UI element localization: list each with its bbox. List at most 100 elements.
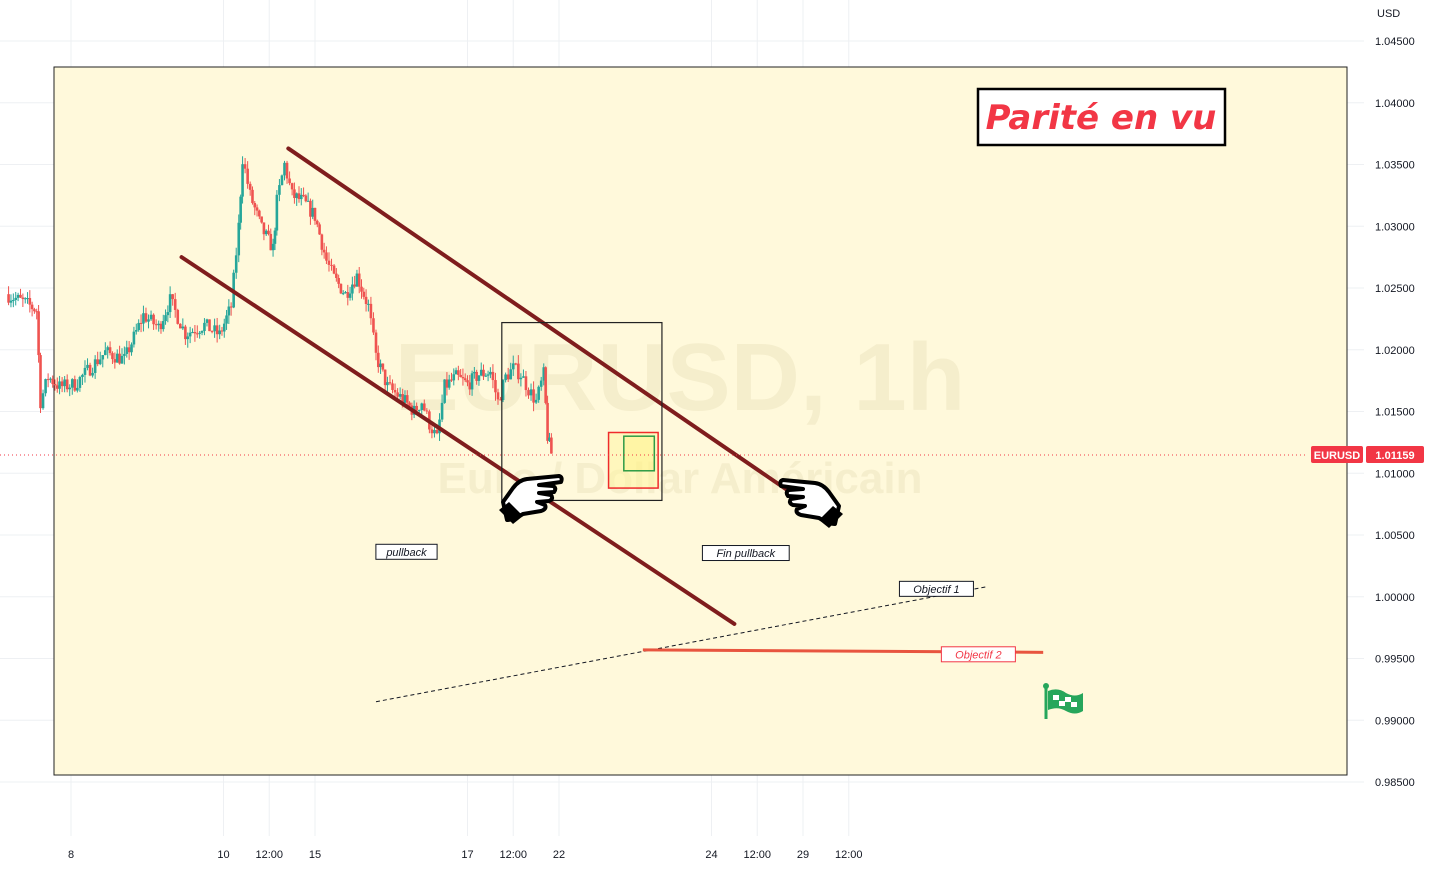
candle-body — [44, 379, 47, 394]
candle-body — [227, 306, 231, 316]
annotation-label: Objectif 2 — [940, 646, 1016, 663]
price-axis[interactable]: USD 1.04500 1.04000 1.03500 1.03000 1.02500 1… — [1375, 8, 1415, 789]
candle-body — [26, 298, 29, 300]
candle-body — [383, 369, 387, 386]
candle-body — [357, 273, 361, 287]
annotation-label-text: Objectif 2 — [955, 649, 1001, 661]
candle-body — [509, 369, 513, 380]
candle-body — [332, 265, 336, 274]
current-price-tag: 1.01159 — [1375, 450, 1414, 462]
candle-body — [157, 323, 160, 326]
candle-body — [152, 314, 155, 325]
candle-body — [388, 382, 392, 384]
candle-body — [70, 379, 74, 388]
candle-body — [459, 374, 462, 378]
time-axis[interactable]: 8 10 12:00 15 17 12:00 22 24 12:00 29 12:00 — [68, 849, 863, 861]
candle-body — [166, 312, 170, 316]
candle-body — [193, 331, 197, 334]
candle-body — [425, 410, 429, 412]
price-tick-label: 1.03000 — [1375, 221, 1415, 233]
candle-body — [137, 322, 140, 331]
candle-body — [33, 309, 36, 312]
annotation-label-box — [375, 543, 438, 560]
candle-body — [239, 196, 242, 223]
candle-body — [450, 379, 453, 381]
candle-body — [203, 322, 206, 332]
candle-body — [260, 216, 263, 223]
candle-body — [55, 385, 59, 389]
candle-body — [41, 393, 45, 409]
candle-body — [173, 299, 177, 310]
candle-body — [208, 319, 211, 332]
candle-body — [542, 367, 546, 381]
time-tick-label: 17 — [461, 849, 473, 861]
candle-body — [37, 311, 40, 356]
candle-body — [210, 331, 214, 333]
candle-body — [118, 353, 121, 364]
annotation-label-box — [898, 580, 974, 597]
symbol-tag: EURUSD — [1314, 450, 1361, 462]
annotation-label: Fin pullback — [701, 545, 790, 562]
candle-body — [443, 379, 446, 403]
candle-body — [16, 294, 20, 298]
candle-body — [494, 380, 497, 393]
candle-body — [106, 347, 109, 351]
candle-body — [401, 394, 404, 403]
candle-body — [12, 299, 15, 301]
candle-body — [339, 283, 343, 294]
candle-body — [93, 359, 97, 373]
candle-body — [374, 332, 378, 353]
candle-body — [318, 224, 321, 235]
candle-body — [337, 277, 340, 284]
candle-body — [88, 364, 92, 376]
candle-body — [83, 367, 87, 375]
candle-body — [422, 403, 426, 411]
candle-body — [123, 353, 126, 356]
candle-body — [403, 395, 407, 403]
candle-body — [120, 355, 124, 364]
annotation-label-box — [940, 646, 1016, 663]
candle-body — [198, 332, 201, 334]
candle-body — [302, 194, 305, 196]
candle-body — [104, 350, 107, 356]
candle-body — [417, 410, 421, 412]
candle-body — [435, 429, 439, 434]
candle-body — [379, 363, 382, 368]
candle-body — [186, 336, 190, 340]
candle-body — [159, 323, 163, 330]
price-tick-label: 0.99000 — [1375, 715, 1415, 727]
candle-body — [251, 189, 254, 204]
candle-body — [278, 185, 281, 195]
candle-body — [304, 195, 308, 202]
chart-title: Parité en vu — [986, 98, 1217, 138]
candle-body — [271, 243, 275, 251]
candle-body — [195, 333, 199, 335]
candle-body — [178, 323, 182, 329]
time-tick-label: 29 — [797, 849, 809, 861]
candle-body — [267, 230, 270, 234]
candle-body — [527, 390, 530, 396]
annotation-label: pullback — [375, 543, 438, 560]
pointing-hand-icon — [778, 478, 843, 528]
candle-body — [396, 392, 399, 397]
candle-body — [491, 371, 495, 381]
candle-body — [544, 367, 547, 403]
finish-flag-icon — [1043, 683, 1083, 719]
candle-body — [58, 381, 61, 389]
time-tick-label: 12:00 — [743, 849, 771, 861]
candle-body — [53, 384, 57, 386]
channel-lower-line — [179, 255, 737, 626]
candle-body — [76, 387, 79, 391]
candle-body — [65, 379, 69, 390]
candle-body — [139, 322, 143, 324]
candle-body — [353, 284, 356, 287]
candle-body — [275, 194, 279, 231]
time-tick-label: 8 — [68, 849, 74, 861]
time-tick-label: 24 — [705, 849, 717, 861]
annotation-label-text: pullback — [385, 547, 427, 559]
candle-body — [313, 207, 317, 221]
candle-body — [149, 314, 153, 320]
candle-body — [408, 402, 411, 406]
candle-body — [295, 193, 298, 198]
